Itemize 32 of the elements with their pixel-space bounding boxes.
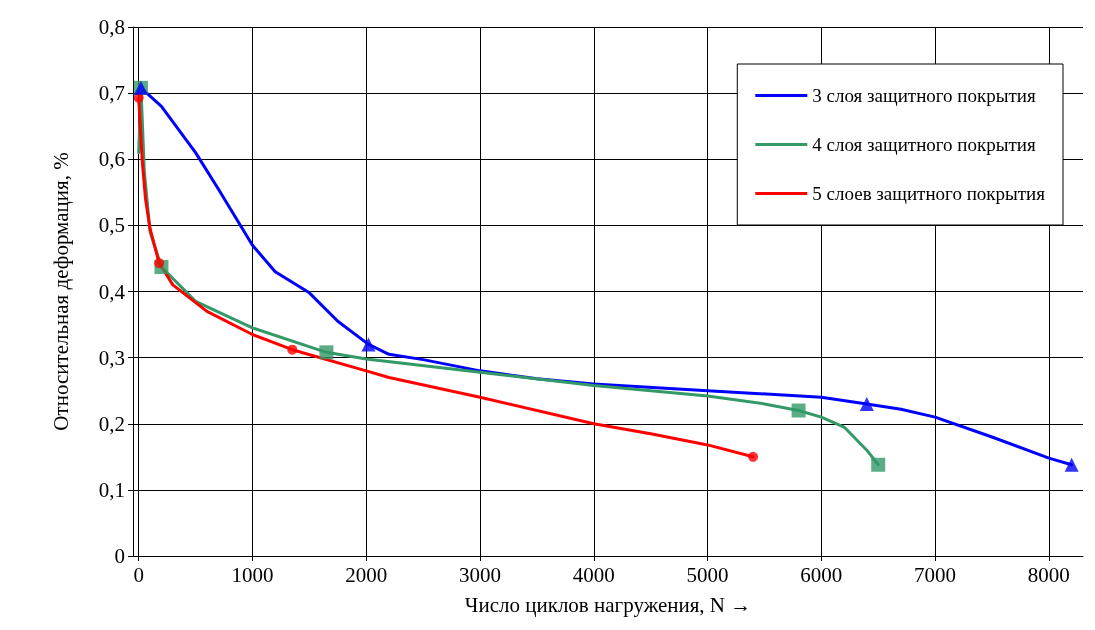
x-axis-title: Число циклов нагружения, N → bbox=[464, 592, 752, 617]
x-tick-label: 4000 bbox=[572, 562, 615, 587]
y-tick-label: 0,6 bbox=[98, 147, 125, 172]
x-tick-label: 8000 bbox=[1027, 562, 1070, 587]
point bbox=[154, 258, 165, 269]
y-tick-label: 0,2 bbox=[98, 411, 125, 436]
point bbox=[319, 345, 334, 360]
legend-label: 5 слоев защитного покрытия bbox=[812, 183, 1046, 204]
point bbox=[871, 457, 886, 472]
y-tick-label: 0,3 bbox=[98, 345, 125, 370]
y-tick-label: 0,8 bbox=[98, 15, 125, 39]
y-axis-title: Относительная деформация, % bbox=[48, 152, 73, 431]
y-tick-label: 0,7 bbox=[98, 81, 125, 106]
legend-label: 3 слоя защитного покрытия bbox=[812, 85, 1036, 106]
y-tick-label: 0,4 bbox=[98, 279, 126, 304]
point bbox=[1064, 457, 1079, 472]
y-tick-label: 0,1 bbox=[98, 477, 125, 502]
x-tick-label: 5000 bbox=[686, 562, 729, 587]
point bbox=[859, 396, 874, 411]
point bbox=[748, 451, 759, 462]
point bbox=[361, 337, 376, 352]
legend-label: 4 слоя защитного покрытия bbox=[812, 134, 1036, 155]
x-tick-label: 7000 bbox=[914, 562, 957, 587]
x-tick-label: 2000 bbox=[345, 562, 388, 587]
y-tick-label: 0,5 bbox=[98, 213, 125, 238]
x-tick-label: 6000 bbox=[800, 562, 843, 587]
point bbox=[791, 403, 806, 418]
x-tick-label: 1000 bbox=[231, 562, 274, 587]
x-tick-label: 3000 bbox=[459, 562, 502, 587]
y-tick-label: 0 bbox=[114, 544, 125, 568]
x-tick-label: 0 bbox=[133, 562, 144, 587]
point bbox=[287, 344, 298, 355]
